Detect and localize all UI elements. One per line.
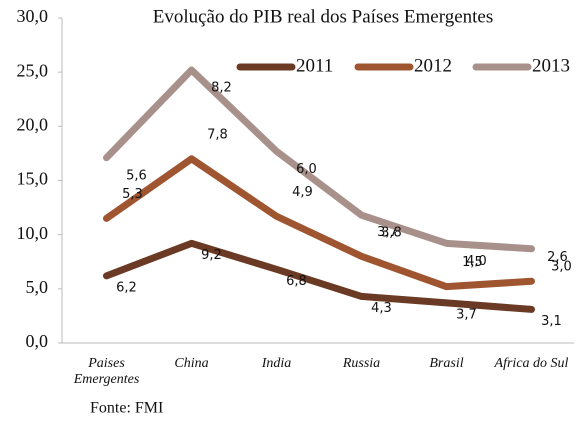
data-label: 3,7 bbox=[456, 307, 477, 322]
y-tick-label: 20,0 bbox=[17, 114, 49, 134]
source: Fonte: FMI bbox=[90, 400, 163, 417]
data-label: 2,6 bbox=[547, 250, 568, 265]
data-label: 7,8 bbox=[207, 127, 228, 142]
y-tick-label: 0,0 bbox=[26, 331, 49, 351]
x-tick-label: Brasil bbox=[429, 356, 463, 371]
series-line bbox=[103, 66, 535, 253]
legend-label: 2011 bbox=[296, 55, 333, 76]
y-tick-label: 30,0 bbox=[17, 6, 49, 26]
data-label: 4,9 bbox=[292, 185, 313, 200]
x-tick-label: Russia bbox=[342, 356, 380, 371]
data-label: 9,2 bbox=[201, 248, 222, 263]
x-tick-label: India bbox=[261, 356, 292, 371]
series-line bbox=[103, 155, 535, 291]
data-label: 3,0 bbox=[551, 259, 572, 274]
y-tick-label: 15,0 bbox=[17, 169, 49, 189]
x-tick-label: Africa do Sul bbox=[494, 356, 569, 371]
x-tick-label: China bbox=[174, 356, 208, 371]
data-label: 3,8 bbox=[381, 226, 402, 241]
chart-title: Evolução do PIB real dos Países Emergent… bbox=[153, 6, 494, 27]
legend-label: 2012 bbox=[414, 55, 452, 76]
data-label: 6,2 bbox=[116, 280, 137, 295]
y-tick-label: 10,0 bbox=[17, 223, 49, 243]
data-label: 4,0 bbox=[466, 254, 487, 269]
legend-label: 2013 bbox=[532, 55, 570, 76]
series-line bbox=[103, 239, 535, 313]
data-label: 4,3 bbox=[371, 301, 392, 316]
y-tick-label: 5,0 bbox=[26, 277, 49, 297]
data-label: 5,6 bbox=[126, 168, 147, 183]
data-label: 5,3 bbox=[122, 187, 143, 202]
y-tick-label: 25,0 bbox=[17, 60, 49, 80]
data-label: 3,1 bbox=[541, 314, 562, 329]
data-label: 6,8 bbox=[286, 274, 307, 289]
x-tick-label: Paises Emergentes bbox=[73, 356, 140, 387]
data-label: 6,0 bbox=[296, 162, 317, 177]
data-label: 8,2 bbox=[211, 81, 232, 96]
data-label: 1,5 bbox=[462, 255, 483, 270]
